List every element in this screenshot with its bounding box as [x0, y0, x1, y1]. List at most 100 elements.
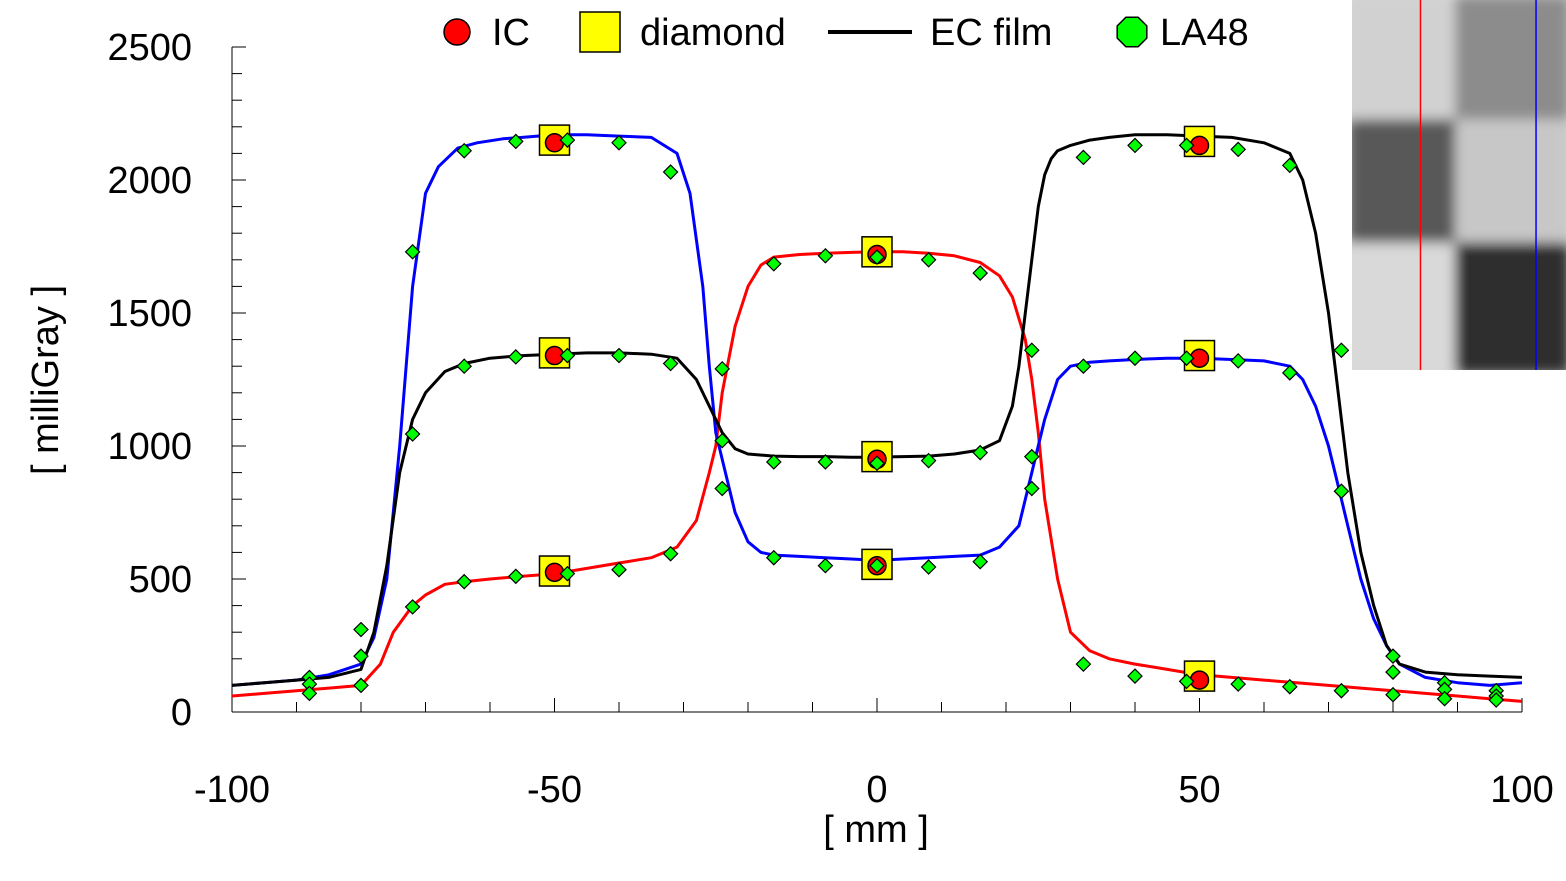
la48-point [1385, 648, 1401, 664]
la48-point [1127, 668, 1143, 684]
ticks: 0 500 1000 1500 2000 2500 -100 -50 0 50 100 [107, 27, 1553, 811]
la48-point [1023, 448, 1040, 465]
series-line [232, 250, 1522, 703]
legend-item: LA48 [1116, 12, 1249, 54]
la48-point [662, 355, 679, 372]
x-tick-label: -50 [527, 769, 582, 811]
la48-point [765, 454, 782, 470]
inset-cell [1352, 119, 1463, 251]
y-tick-label: 2000 [107, 160, 192, 202]
la48-point [662, 545, 679, 562]
x-tick-label: -100 [194, 769, 270, 811]
legend-item: IC [443, 12, 530, 54]
y-tick-label: 1500 [107, 293, 192, 335]
la48-point [1023, 480, 1040, 497]
la48-point [559, 565, 576, 582]
la48-point [507, 133, 524, 150]
la48-point [611, 561, 627, 578]
legend-label: IC [492, 12, 530, 54]
la48-point [1230, 141, 1247, 158]
la48-point [301, 685, 318, 702]
legend-square-icon [579, 11, 621, 53]
la48-point [1385, 686, 1401, 703]
la48-point [869, 557, 885, 574]
la48-point [1385, 664, 1401, 680]
legend-label: EC film [930, 12, 1052, 54]
la48-point [353, 648, 369, 664]
la48-point [1488, 692, 1505, 708]
legend-circle-icon [443, 18, 471, 46]
ic-point [544, 562, 565, 583]
la48-point [1333, 682, 1350, 699]
la48-point [972, 265, 989, 281]
inset-cell [1352, 0, 1463, 128]
la48-point [456, 358, 473, 375]
la48-point [662, 164, 679, 180]
la48-point [1333, 342, 1350, 359]
la48-point [817, 247, 834, 264]
la48-point [404, 243, 421, 260]
la48-point [817, 454, 834, 470]
la48-point [1281, 365, 1298, 381]
inset-cell [1352, 242, 1463, 370]
la48-point [972, 444, 989, 461]
la48-point [1281, 678, 1298, 695]
la48-point [1333, 483, 1350, 500]
la48-point [1178, 673, 1195, 690]
axes [231, 47, 1522, 713]
y-axis-title: [ milliGray ] [25, 285, 67, 475]
la48-point [611, 347, 627, 364]
la48-point [714, 361, 731, 377]
la48-point [714, 432, 731, 449]
la48-point [869, 249, 885, 265]
la48-point [404, 599, 421, 615]
la48-point [972, 553, 989, 570]
legend-item: EC film [828, 12, 1052, 54]
la48-point [1075, 149, 1092, 166]
la48-point [765, 255, 782, 272]
legend-item: diamond [579, 11, 786, 54]
inset-cell [1455, 0, 1566, 128]
x-tick-label: 50 [1178, 769, 1220, 811]
la48-point [1230, 353, 1247, 369]
series-line [232, 133, 1522, 687]
y-tick-label: 1000 [107, 426, 192, 468]
la48-point [1281, 157, 1298, 174]
la48-point [920, 559, 937, 575]
legend-label: diamond [640, 12, 786, 54]
la48-point [1178, 137, 1195, 154]
x-axis-title: [ mm ] [823, 809, 929, 851]
la48-point [507, 568, 524, 585]
y-tick-label: 0 [171, 692, 192, 734]
series-lines [232, 133, 1522, 703]
x-tick-label: 0 [866, 769, 887, 811]
la48-point [456, 142, 473, 159]
la48-point [1178, 350, 1195, 367]
series-line [232, 133, 1522, 687]
la48-point [1127, 137, 1143, 154]
ic-point [544, 133, 565, 153]
la48-point [559, 347, 576, 364]
la48-point [1436, 690, 1453, 707]
y-tick-label: 2500 [107, 27, 192, 69]
la48-point [507, 349, 524, 365]
la48-point [1127, 350, 1143, 367]
legend-label: LA48 [1160, 12, 1249, 54]
la48-point [559, 132, 576, 148]
la48-point [611, 134, 627, 151]
la48-point [714, 480, 731, 497]
series-points [301, 124, 1505, 708]
la48-point [869, 455, 885, 472]
la48-point [1075, 358, 1092, 375]
la48-point [404, 426, 421, 442]
la48-point [1075, 656, 1092, 672]
y-tick-label: 500 [129, 559, 192, 601]
la48-point [353, 621, 369, 638]
legend: IC diamond EC film LA48 [443, 11, 1249, 54]
la48-point [1023, 342, 1040, 359]
inset-image [1352, 0, 1566, 370]
la48-point [920, 251, 937, 268]
legend-octagon-icon [1116, 16, 1148, 48]
la48-point [920, 452, 937, 469]
